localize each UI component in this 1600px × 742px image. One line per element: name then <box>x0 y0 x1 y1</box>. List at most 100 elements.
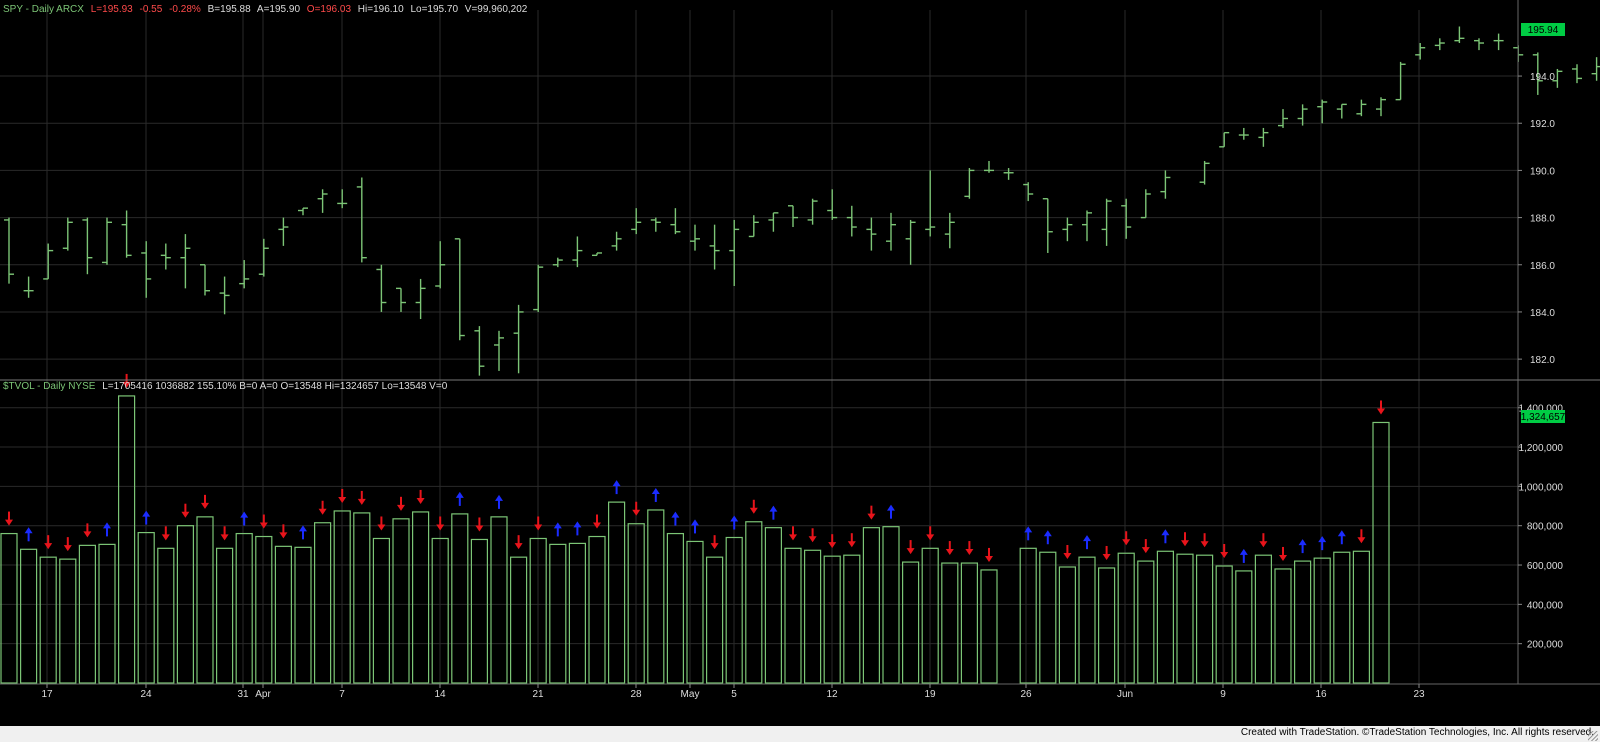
volume-tick-label: 800,000 <box>1527 522 1564 533</box>
price-bar <box>690 224 700 251</box>
volume-bar <box>901 561 920 684</box>
price-bar <box>1278 109 1288 128</box>
volume-values: L=1705416 1036882 155.10% B=0 A=0 O=1354… <box>102 381 447 392</box>
down-arrow-icon <box>867 505 876 520</box>
price-bar <box>1572 64 1582 84</box>
volume-bar <box>59 558 77 684</box>
price-bar <box>1199 160 1210 185</box>
price-bar <box>964 168 975 199</box>
x-tick-label: 24 <box>140 689 152 700</box>
price-bar <box>1552 68 1563 88</box>
volume-bar <box>1372 421 1390 684</box>
volume-tick-label: 200,000 <box>1527 640 1564 651</box>
price-bar <box>788 205 798 228</box>
up-arrow-icon <box>495 494 503 509</box>
volume-bar <box>568 542 587 684</box>
up-arrow-icon <box>691 519 699 534</box>
price-bar <box>592 252 602 257</box>
volume-bar <box>843 554 861 684</box>
volume-bar <box>333 510 351 684</box>
price-bar <box>1336 103 1347 119</box>
price-bar <box>1238 127 1249 140</box>
x-tick-label: 16 <box>1315 689 1327 700</box>
up-arrow-icon <box>651 487 660 502</box>
up-arrow-icon <box>240 511 249 526</box>
footer-bar: Created with TradeStation. ©TradeStation… <box>0 726 1600 742</box>
price-bar <box>43 243 54 280</box>
down-arrow-icon <box>1357 529 1366 544</box>
price-bar <box>1121 198 1132 239</box>
price-bar <box>180 234 191 289</box>
price-bar <box>729 219 740 286</box>
price-bar <box>827 189 838 220</box>
volume-bar <box>314 522 332 684</box>
x-tick-label: 17 <box>41 689 53 700</box>
down-arrow-icon <box>338 488 347 503</box>
volume-bar <box>784 547 802 684</box>
price-bar <box>219 276 230 315</box>
down-arrow-icon <box>416 489 425 504</box>
x-tick-label: May <box>681 689 700 700</box>
price-bid: B=195.88 <box>208 4 252 15</box>
volume-tick-label: 1,000,000 <box>1519 482 1564 493</box>
down-arrow-icon <box>44 535 53 550</box>
price-bar <box>748 215 759 238</box>
down-arrow-icon <box>926 526 935 541</box>
up-arrow-icon <box>1239 548 1248 563</box>
volume-bar <box>470 538 488 684</box>
up-arrow-icon <box>103 522 111 537</box>
down-arrow-icon <box>593 514 601 529</box>
up-arrow-icon <box>1083 535 1091 550</box>
x-tick-label: 5 <box>731 689 737 700</box>
volume-symbol: $TVOL - Daily NYSE <box>3 381 96 392</box>
footer-copyright: Created with TradeStation. ©TradeStation… <box>1240 727 1594 738</box>
down-arrow-icon <box>279 524 288 539</box>
volume-bar <box>921 547 939 684</box>
price-bar <box>670 208 681 235</box>
price-bar <box>513 304 524 374</box>
down-arrow-icon <box>5 511 13 526</box>
price-bar <box>1042 198 1053 253</box>
volume-bar <box>529 537 547 684</box>
volume-bar <box>412 511 430 684</box>
x-tick-label: 23 <box>1413 689 1425 700</box>
down-arrow-icon <box>1377 400 1385 415</box>
price-tick-label: 188.0 <box>1530 214 1555 225</box>
down-arrow-icon <box>906 540 915 555</box>
price-tick-label: 190.0 <box>1530 166 1555 177</box>
price-bar <box>121 210 132 258</box>
volume-bar <box>725 536 743 684</box>
resize-grip-icon[interactable] <box>1588 731 1598 741</box>
price-bar <box>611 231 622 251</box>
price-bar <box>200 264 210 296</box>
price-bar <box>552 257 563 268</box>
down-arrow-icon <box>83 523 92 538</box>
price-bar <box>4 217 14 284</box>
up-arrow-icon <box>299 525 307 540</box>
price-bar <box>258 238 269 277</box>
price-high: Hi=196.10 <box>358 4 404 15</box>
volume-bar <box>353 512 371 684</box>
volume-bar <box>1078 556 1096 684</box>
price-bar <box>1082 210 1092 242</box>
price-bar <box>82 217 93 275</box>
down-arrow-icon <box>710 535 719 550</box>
price-bar <box>944 212 955 249</box>
down-arrow-icon <box>122 373 131 388</box>
price-bar <box>1434 38 1445 51</box>
volume-bar <box>1058 566 1077 684</box>
price-last-badge <box>1521 23 1565 36</box>
volume-bar <box>157 547 175 684</box>
down-arrow-icon <box>1102 545 1111 560</box>
up-arrow-icon <box>1337 530 1346 545</box>
volume-bar <box>960 562 979 684</box>
price-symbol: SPY - Daily ARCX <box>3 4 84 15</box>
x-tick-label: 12 <box>826 689 838 700</box>
price-status-line: SPY - Daily ARCX L=195.93 -0.55 -0.28% B… <box>3 4 528 15</box>
volume-bar <box>0 532 18 684</box>
volume-bar <box>862 527 881 684</box>
volume-bar <box>1117 552 1135 684</box>
volume-bar <box>235 532 253 684</box>
price-low: Lo=195.70 <box>410 4 458 15</box>
grid-lines <box>0 10 1518 684</box>
